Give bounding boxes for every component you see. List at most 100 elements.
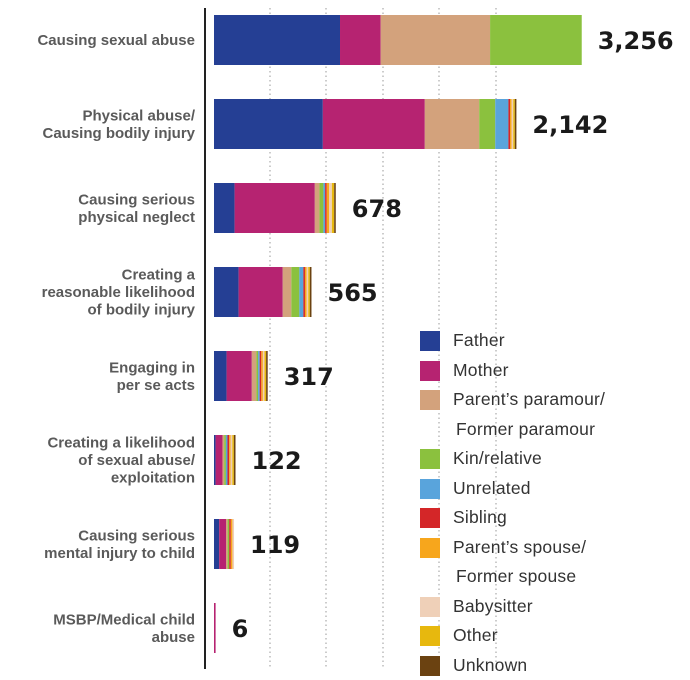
bar-segment — [232, 435, 234, 485]
bar-segment — [266, 351, 268, 401]
category-labels: Causing sexual abuse Physical abuse/Causi… — [37, 32, 195, 646]
bar-segment — [508, 99, 510, 149]
bar-segment — [224, 435, 226, 485]
bar-segment — [381, 15, 490, 65]
bar-segment — [232, 519, 234, 569]
bar-segment — [214, 15, 340, 65]
bar-segment — [231, 435, 233, 485]
bar-segment — [308, 267, 310, 317]
legend-label: Babysitter — [453, 592, 680, 622]
bar-5 — [214, 435, 236, 485]
bar-segment — [325, 183, 327, 233]
bar-segment — [214, 351, 227, 401]
total-label: 119 — [250, 531, 300, 559]
bar-segment — [425, 99, 479, 149]
bar-segment — [214, 267, 239, 317]
bar-segment — [334, 183, 336, 233]
legend-swatch — [420, 508, 440, 528]
legend-label: Unknown — [453, 651, 680, 680]
bar-6 — [214, 519, 234, 569]
legend-swatch — [420, 449, 440, 469]
bar-segment — [216, 435, 223, 485]
legend-item: Sibling — [420, 503, 680, 533]
bar-segment — [258, 351, 260, 401]
bar-segment — [222, 435, 224, 485]
bar-segment — [239, 267, 283, 317]
bar-segment — [305, 267, 307, 317]
legend-item: Father — [420, 326, 680, 356]
bar-segment — [226, 519, 228, 569]
legend-label: Other — [453, 621, 680, 651]
legend-label: Parent’s spouse/ — [453, 533, 680, 563]
bar-segment — [510, 99, 512, 149]
total-label: 565 — [328, 279, 378, 307]
category-label: Physical abuse/Causing bodily injury — [42, 107, 195, 142]
legend-item: Other — [420, 621, 680, 651]
bar-segment — [512, 99, 514, 149]
bar-segment — [323, 183, 325, 233]
legend-item: Parent’s paramour/Former paramour — [420, 385, 680, 444]
bar-4 — [214, 351, 268, 401]
legend-item: Unrelated — [420, 474, 680, 504]
bar-segment — [291, 267, 299, 317]
bar-segment — [263, 351, 265, 401]
legend-swatch — [420, 331, 440, 351]
bar-segment — [214, 603, 216, 653]
bar-segment — [226, 435, 228, 485]
bar-1 — [214, 99, 516, 149]
legend-label: Unrelated — [453, 474, 680, 504]
total-label: 122 — [252, 447, 302, 475]
legend-label: Mother — [453, 356, 680, 386]
bar-segment — [229, 435, 231, 485]
bar-segment — [319, 183, 323, 233]
bar-segment — [513, 99, 515, 149]
bar-segment — [332, 183, 334, 233]
legend-swatch — [420, 479, 440, 499]
total-label: 2,142 — [532, 111, 608, 139]
legend-swatch — [420, 626, 440, 646]
bar-segment — [214, 435, 216, 485]
bar-segment — [303, 267, 305, 317]
bar-segment — [261, 351, 263, 401]
bar-segment — [323, 99, 425, 149]
legend-item: Unknown — [420, 651, 680, 680]
bar-2 — [214, 183, 336, 233]
bar-segment — [260, 351, 262, 401]
bar-segment — [307, 267, 309, 317]
bar-segment — [227, 351, 252, 401]
bar-segment — [235, 183, 315, 233]
bar-segment — [228, 435, 230, 485]
bar-segment — [327, 183, 329, 233]
legend-label: Former paramour — [453, 415, 680, 445]
bar-segment — [229, 519, 231, 569]
bar-segment — [228, 519, 230, 569]
bar-segment — [515, 99, 517, 149]
bar-7 — [214, 603, 216, 653]
legend-item: Kin/relative — [420, 444, 680, 474]
total-label: 6 — [232, 615, 249, 643]
legend-label: Parent’s paramour/ — [453, 385, 680, 415]
bar-3 — [214, 267, 311, 317]
total-label: 678 — [352, 195, 402, 223]
legend-label: Kin/relative — [453, 444, 680, 474]
legend-label: Sibling — [453, 503, 680, 533]
bar-segment — [256, 351, 258, 401]
legend-label: Father — [453, 326, 680, 356]
bar-segment — [283, 267, 292, 317]
category-label: Causing sexual abuse — [37, 32, 195, 49]
bar-segment — [310, 267, 312, 317]
bar-segment — [214, 99, 323, 149]
legend-swatch — [420, 361, 440, 381]
bar-segment — [329, 183, 332, 233]
legend-item: Babysitter — [420, 592, 680, 622]
legend-item: Parent’s spouse/Former spouse — [420, 533, 680, 592]
legend-swatch — [420, 597, 440, 617]
bar-0 — [214, 15, 582, 65]
legend-item: Mother — [420, 356, 680, 386]
bar-segment — [299, 267, 303, 317]
